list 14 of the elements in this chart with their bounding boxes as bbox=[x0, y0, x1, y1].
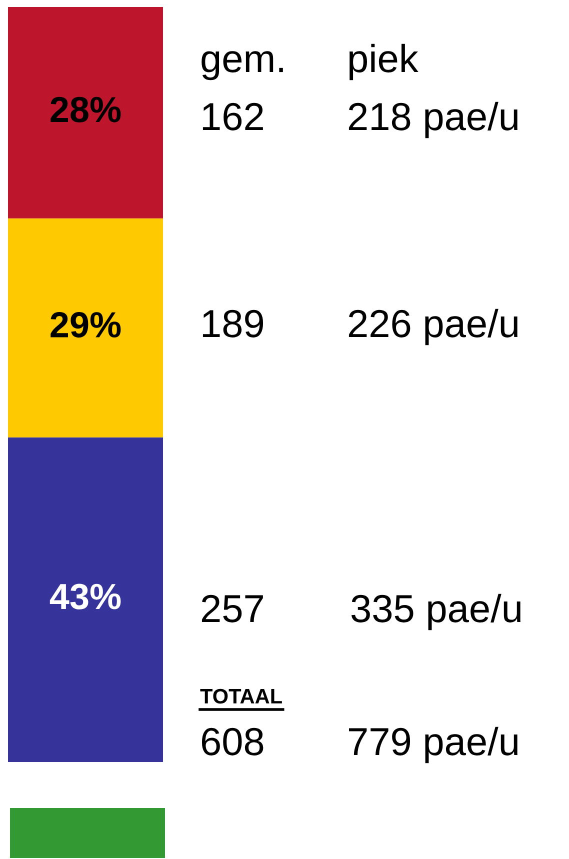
data-label: 43% bbox=[50, 584, 121, 610]
text: 189 bbox=[202, 310, 264, 338]
text: 226 pae/u bbox=[348, 308, 518, 346]
data-label: 28% bbox=[50, 96, 121, 122]
text: gem. bbox=[202, 51, 283, 80]
text: 162 bbox=[202, 102, 263, 130]
text: piek bbox=[350, 44, 418, 80]
text: 257 bbox=[202, 594, 263, 622]
text: 218 pae/u bbox=[348, 102, 518, 138]
text: TOTAAL bbox=[200, 688, 282, 704]
text: 335 pae/u bbox=[351, 594, 520, 630]
text: 608 bbox=[202, 728, 264, 756]
data-label: 29% bbox=[50, 312, 121, 338]
text: 779 pae/u bbox=[348, 726, 518, 764]
